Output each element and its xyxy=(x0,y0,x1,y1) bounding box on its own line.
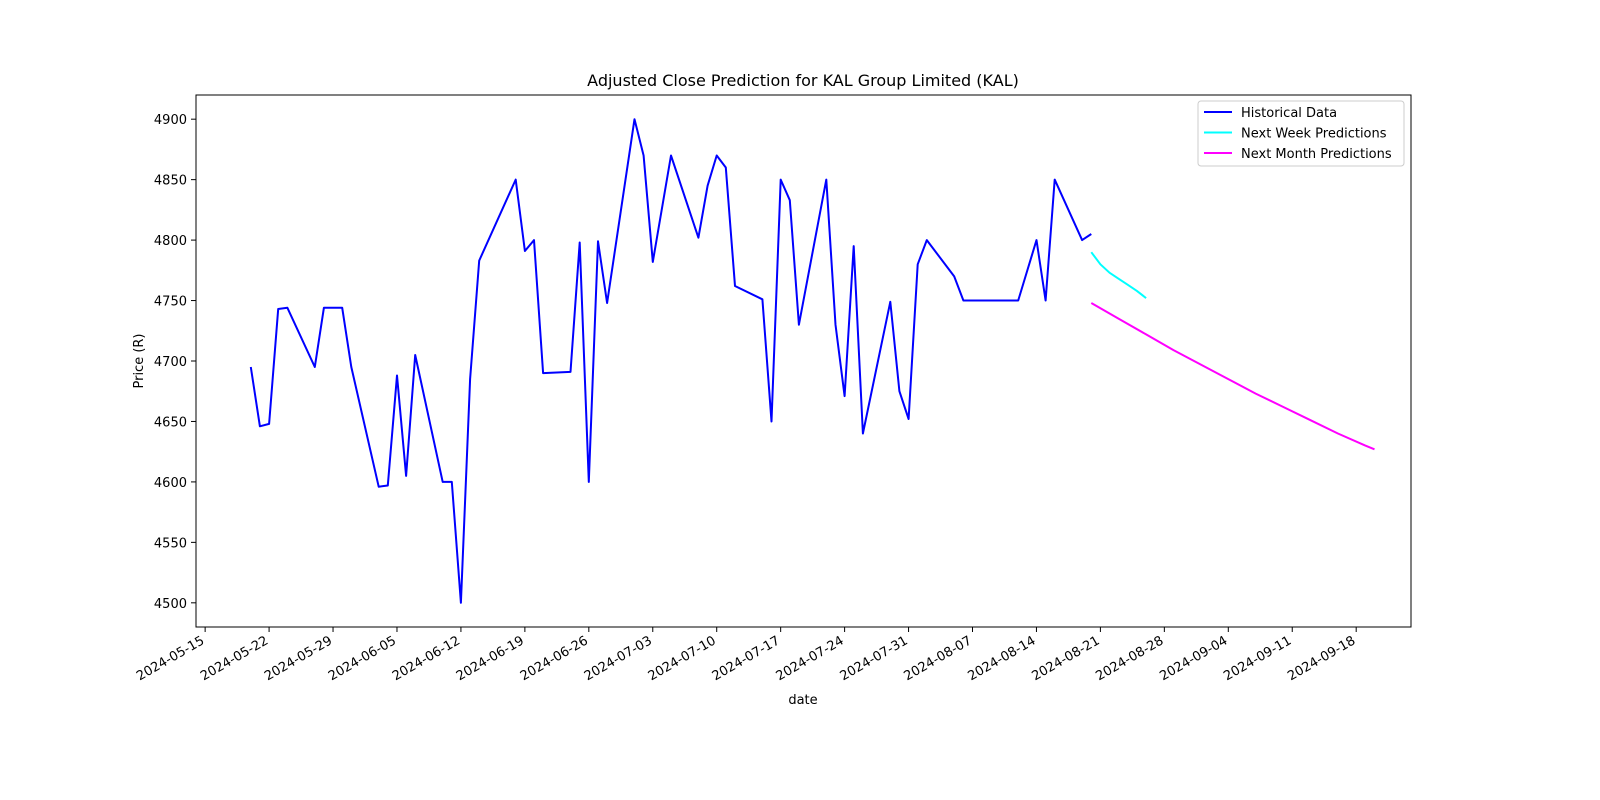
series-line-2 xyxy=(1090,302,1375,451)
x-tick-label: 2024-09-18 xyxy=(1285,633,1358,684)
x-tick-label: 2024-08-14 xyxy=(966,633,1039,684)
x-tick-label: 2024-07-31 xyxy=(838,633,911,684)
x-axis: 2024-05-152024-05-222024-05-292024-06-05… xyxy=(134,627,1358,684)
chart-title: Adjusted Close Prediction for KAL Group … xyxy=(587,71,1019,90)
x-tick-label: 2024-07-17 xyxy=(710,633,783,684)
x-tick-label: 2024-05-22 xyxy=(198,633,271,684)
x-tick-label: 2024-08-21 xyxy=(1029,633,1102,684)
x-axis-label: date xyxy=(788,693,817,708)
x-tick-label: 2024-07-03 xyxy=(582,633,655,684)
legend: Historical Data Next Week Predictions Next… xyxy=(1197,100,1405,167)
x-tick-label: 2024-09-11 xyxy=(1221,633,1294,684)
y-axis-label: Price (R) xyxy=(132,333,147,388)
legend-label-2: Next Month Predictions xyxy=(1241,147,1392,162)
y-tick-label: 4850 xyxy=(154,174,187,189)
series-line-1 xyxy=(1090,251,1147,299)
x-tick-label: 2024-06-12 xyxy=(390,633,463,684)
y-tick-label: 4550 xyxy=(154,536,187,551)
x-tick-label: 2024-06-26 xyxy=(518,633,591,684)
plot-area xyxy=(196,95,1411,627)
x-tick-label: 2024-06-19 xyxy=(454,633,527,684)
legend-label-0: Historical Data xyxy=(1241,106,1337,121)
x-tick-label: 2024-07-10 xyxy=(646,633,719,684)
x-tick-label: 2024-09-04 xyxy=(1157,633,1230,684)
y-tick-label: 4800 xyxy=(154,234,187,249)
x-tick-label: 2024-08-28 xyxy=(1093,633,1166,684)
y-tick-label: 4900 xyxy=(154,113,187,128)
y-tick-label: 4650 xyxy=(154,415,187,430)
y-tick-label: 4600 xyxy=(154,476,187,491)
legend-label-1: Next Week Predictions xyxy=(1241,127,1387,142)
series-layer xyxy=(249,118,1375,604)
y-tick-label: 4750 xyxy=(154,295,187,310)
y-axis: 4500 4550 4600 4650 4700 4750 4800 4850 4900 xyxy=(154,113,196,612)
x-tick-label: 2024-08-07 xyxy=(902,633,975,684)
x-tick-label: 2024-06-05 xyxy=(326,633,399,684)
x-tick-label: 2024-07-24 xyxy=(774,633,847,684)
legend-box xyxy=(1197,100,1405,167)
x-tick-label: 2024-05-15 xyxy=(134,633,207,684)
y-tick-label: 4500 xyxy=(154,597,187,612)
x-tick-label: 2024-05-29 xyxy=(262,633,335,684)
series-line-0 xyxy=(249,118,1092,604)
y-tick-label: 4700 xyxy=(154,355,187,370)
